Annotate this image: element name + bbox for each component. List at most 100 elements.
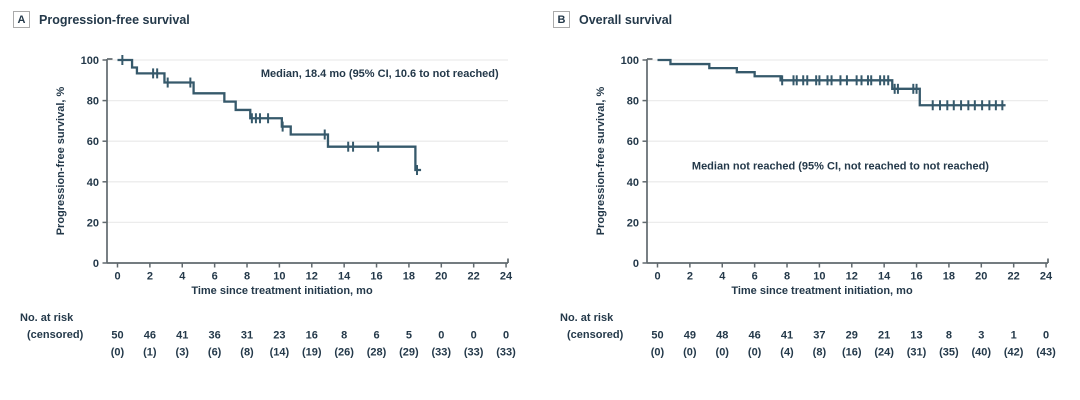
censored-value: (19): [302, 347, 322, 359]
at-risk-value: 8: [946, 330, 952, 342]
panel-b-risk-header: No. at risk (censored): [560, 310, 623, 343]
censored-value: (0): [683, 347, 697, 359]
x-tick-label: 12: [306, 271, 318, 283]
no-at-risk-label: No. at risk: [20, 312, 74, 324]
at-risk-value: 13: [910, 330, 922, 342]
x-tick-label: 0: [654, 271, 660, 283]
at-risk-value: 50: [111, 330, 123, 342]
at-risk-value: 0: [438, 330, 444, 342]
censored-value: (0): [716, 347, 730, 359]
y-tick-label: 100: [81, 55, 99, 67]
at-risk-value: 3: [978, 330, 984, 342]
panel-b-title: Overall survival: [579, 12, 673, 27]
y-tick-label: 60: [87, 136, 99, 148]
at-risk-value: 0: [1043, 330, 1049, 342]
censored-label: (censored): [567, 328, 624, 341]
x-tick-label: 14: [878, 271, 891, 283]
y-tick-label: 60: [627, 136, 639, 148]
x-tick-label: 6: [212, 271, 218, 283]
x-tick-label: 10: [273, 271, 285, 283]
censored-value: (24): [874, 347, 894, 359]
at-risk-value: 6: [373, 330, 379, 342]
y-axis-title: Progression-free survival, %: [55, 87, 67, 236]
censored-value: (16): [842, 347, 862, 359]
x-tick-label: 16: [910, 271, 922, 283]
x-tick-label: 4: [719, 271, 726, 283]
x-tick-label: 8: [244, 271, 250, 283]
panel-progression-free-survival: A Progression-free survival 0 20 40 60 80 100…: [13, 11, 516, 359]
no-at-risk-label: No. at risk: [560, 312, 614, 324]
x-tick-label: 2: [687, 271, 693, 283]
x-tick-label: 20: [435, 271, 447, 283]
y-tick-label: 100: [621, 55, 639, 67]
censored-value: (33): [432, 347, 452, 359]
at-risk-value: 1: [1011, 330, 1017, 342]
panel-a-header: A Progression-free survival: [13, 11, 190, 28]
x-tick-label: 24: [1040, 271, 1053, 283]
at-risk-value: 48: [716, 330, 728, 342]
censored-value: (14): [270, 347, 290, 359]
censored-value: (40): [972, 347, 992, 359]
censored-value: (0): [748, 347, 762, 359]
censored-value: (29): [399, 347, 419, 359]
panel-overall-survival: B Overall survival 0 20 40 60 80 100 0 50 (0) 2 49…: [540, 0, 1080, 400]
censored-value: (4): [780, 347, 794, 359]
censored-value: (3): [176, 347, 190, 359]
x-tick-label: 2: [147, 271, 153, 283]
x-tick-label: 16: [370, 271, 382, 283]
y-tick-label: 20: [627, 217, 639, 229]
x-tick-label: 18: [403, 271, 415, 283]
at-risk-value: 29: [846, 330, 858, 342]
censored-value: (8): [813, 347, 827, 359]
panel-a-title: Progression-free survival: [39, 12, 190, 27]
y-tick-label: 40: [627, 177, 639, 189]
at-risk-value: 41: [176, 330, 188, 342]
at-risk-value: 46: [749, 330, 761, 342]
censored-value: (8): [240, 347, 254, 359]
x-tick-label: 18: [943, 271, 955, 283]
censored-value: (26): [334, 347, 354, 359]
censored-value: (1): [143, 347, 157, 359]
panel-a-letter-badge: A: [13, 11, 30, 28]
x-tick-label: 22: [1008, 271, 1020, 283]
censored-value: (33): [464, 347, 484, 359]
panel-b-header: B Overall survival: [553, 11, 672, 28]
at-risk-value: 16: [306, 330, 318, 342]
panel-a-risk-header: No. at risk (censored): [20, 310, 83, 343]
at-risk-value: 0: [471, 330, 477, 342]
median-annotation: Median, 18.4 mo (95% CI, 10.6 to not rea…: [261, 68, 499, 80]
censored-value: (31): [907, 347, 927, 359]
x-tick-label: 6: [752, 271, 758, 283]
median-annotation: Median not reached (95% CI, not reached …: [692, 161, 989, 173]
y-tick-label: 80: [87, 96, 99, 108]
km-curve: [117, 58, 422, 172]
x-tick-label: 22: [468, 271, 480, 283]
at-risk-value: 23: [273, 330, 285, 342]
panel-b-letter-badge: B: [553, 11, 570, 28]
at-risk-value: 36: [209, 330, 221, 342]
at-risk-value: 46: [144, 330, 156, 342]
y-tick-label: 80: [627, 96, 639, 108]
km-curve: [657, 58, 1006, 107]
x-axis-title: Time since treatment initiation, mo: [191, 285, 373, 297]
at-risk-value: 49: [684, 330, 696, 342]
censored-label: (censored): [27, 328, 84, 341]
x-tick-label: 12: [846, 271, 858, 283]
at-risk-value: 50: [651, 330, 663, 342]
y-tick-label: 0: [93, 258, 99, 270]
at-risk-value: 8: [341, 330, 347, 342]
at-risk-value: 37: [813, 330, 825, 342]
censored-value: (33): [496, 347, 516, 359]
censored-value: (43): [1036, 347, 1056, 359]
censored-value: (28): [367, 347, 387, 359]
x-axis-title: Time since treatment initiation, mo: [731, 285, 913, 297]
at-risk-value: 5: [406, 330, 412, 342]
censored-value: (0): [111, 347, 125, 359]
x-tick-label: 10: [813, 271, 825, 283]
x-tick-label: 8: [784, 271, 790, 283]
y-tick-label: 20: [87, 217, 99, 229]
x-tick-label: 24: [500, 271, 513, 283]
panel-a-chart: 020406080100050(0)246(1)441(3)636(6)831(…: [55, 55, 516, 359]
panel-b-chart: 020406080100050(0)249(0)448(0)646(0)841(…: [595, 55, 1056, 359]
